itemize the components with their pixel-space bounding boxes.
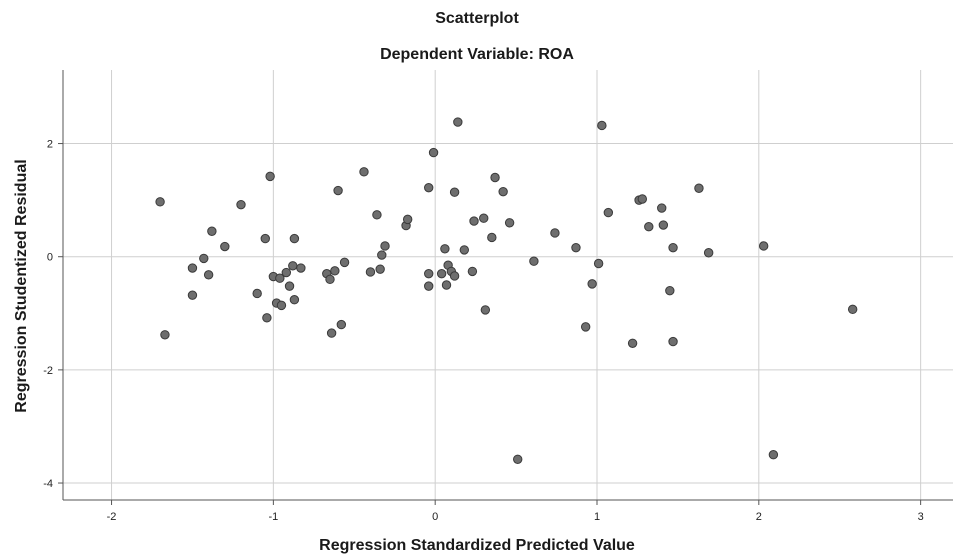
data-point [758,241,769,251]
data-points [155,117,858,464]
data-point [359,167,369,177]
data-point [847,304,858,315]
data-point [529,256,539,266]
x-tick-label: -2 [107,511,117,523]
data-point [603,207,614,218]
data-point [668,242,678,253]
data-point [627,338,638,348]
data-point [326,328,337,338]
data-point [333,185,343,196]
data-point [252,288,262,299]
data-point [490,172,500,183]
data-point [487,232,497,243]
data-point [504,218,515,228]
y-tick-label: 0 [47,252,53,264]
data-point [284,281,295,291]
data-point [220,241,230,252]
data-point [155,197,165,207]
grid-lines [63,70,953,500]
data-point [207,226,217,236]
data-point [449,187,460,197]
x-axis-label: Regression Standardized Predicted Value [319,537,635,554]
tick-labels: -2 -1 0 1 2 3 -4 -2 0 2 [43,139,923,523]
data-point [365,267,376,277]
data-point [694,183,704,193]
x-tick-label: 1 [594,511,600,523]
data-point [375,264,385,274]
data-point [436,268,447,279]
data-point [276,300,287,311]
data-point [424,268,434,279]
y-tick-label: -2 [43,365,53,377]
data-point [657,203,667,213]
data-point [402,214,413,225]
y-tick-label: -4 [43,478,53,490]
data-point [467,266,478,277]
data-point [289,233,300,244]
axes [58,70,953,505]
data-point [428,147,439,158]
data-point [187,290,198,300]
data-point [288,261,298,271]
data-point [644,222,654,232]
data-point [668,336,678,347]
data-point [160,330,170,340]
data-point [480,305,491,315]
y-axis-label: Regression Studentized Residual [13,159,30,413]
data-point [265,171,275,182]
chart-title: Scatterplot [435,10,519,27]
data-point [597,120,607,131]
data-point [580,322,591,332]
x-tick-label: 0 [432,511,438,523]
data-point [262,313,272,323]
y-tick-label: 2 [47,139,53,151]
data-point [199,253,209,264]
data-point [336,319,347,330]
data-point [459,245,470,255]
data-point [372,210,382,220]
data-point [339,257,350,268]
data-point [513,454,523,464]
data-point [377,250,387,260]
data-point [380,241,390,251]
data-point [275,273,285,283]
data-point [203,270,214,280]
data-point [479,213,489,223]
data-point [260,233,270,244]
data-point [593,258,604,269]
data-point [703,248,714,258]
x-tick-label: 2 [756,511,762,523]
x-tick-label: 3 [918,511,924,523]
data-point [325,274,335,285]
data-point [449,271,460,281]
data-point [289,295,300,305]
data-point [469,216,479,226]
data-point [637,194,648,204]
data-point [498,186,508,197]
data-point [550,228,560,238]
data-point [187,263,198,273]
data-point [236,199,246,210]
data-point [424,281,434,291]
data-point [330,266,340,276]
chart-subtitle: Dependent Variable: ROA [380,46,574,63]
data-point [571,242,581,253]
data-point [424,182,434,193]
data-point [768,450,779,460]
data-point [453,117,463,127]
data-point [587,279,597,289]
data-point [296,263,306,273]
data-point [440,244,450,254]
x-tick-label: -1 [268,511,278,523]
data-point [658,220,669,230]
data-point [441,280,452,290]
data-point [665,285,675,296]
data-point [281,267,292,278]
